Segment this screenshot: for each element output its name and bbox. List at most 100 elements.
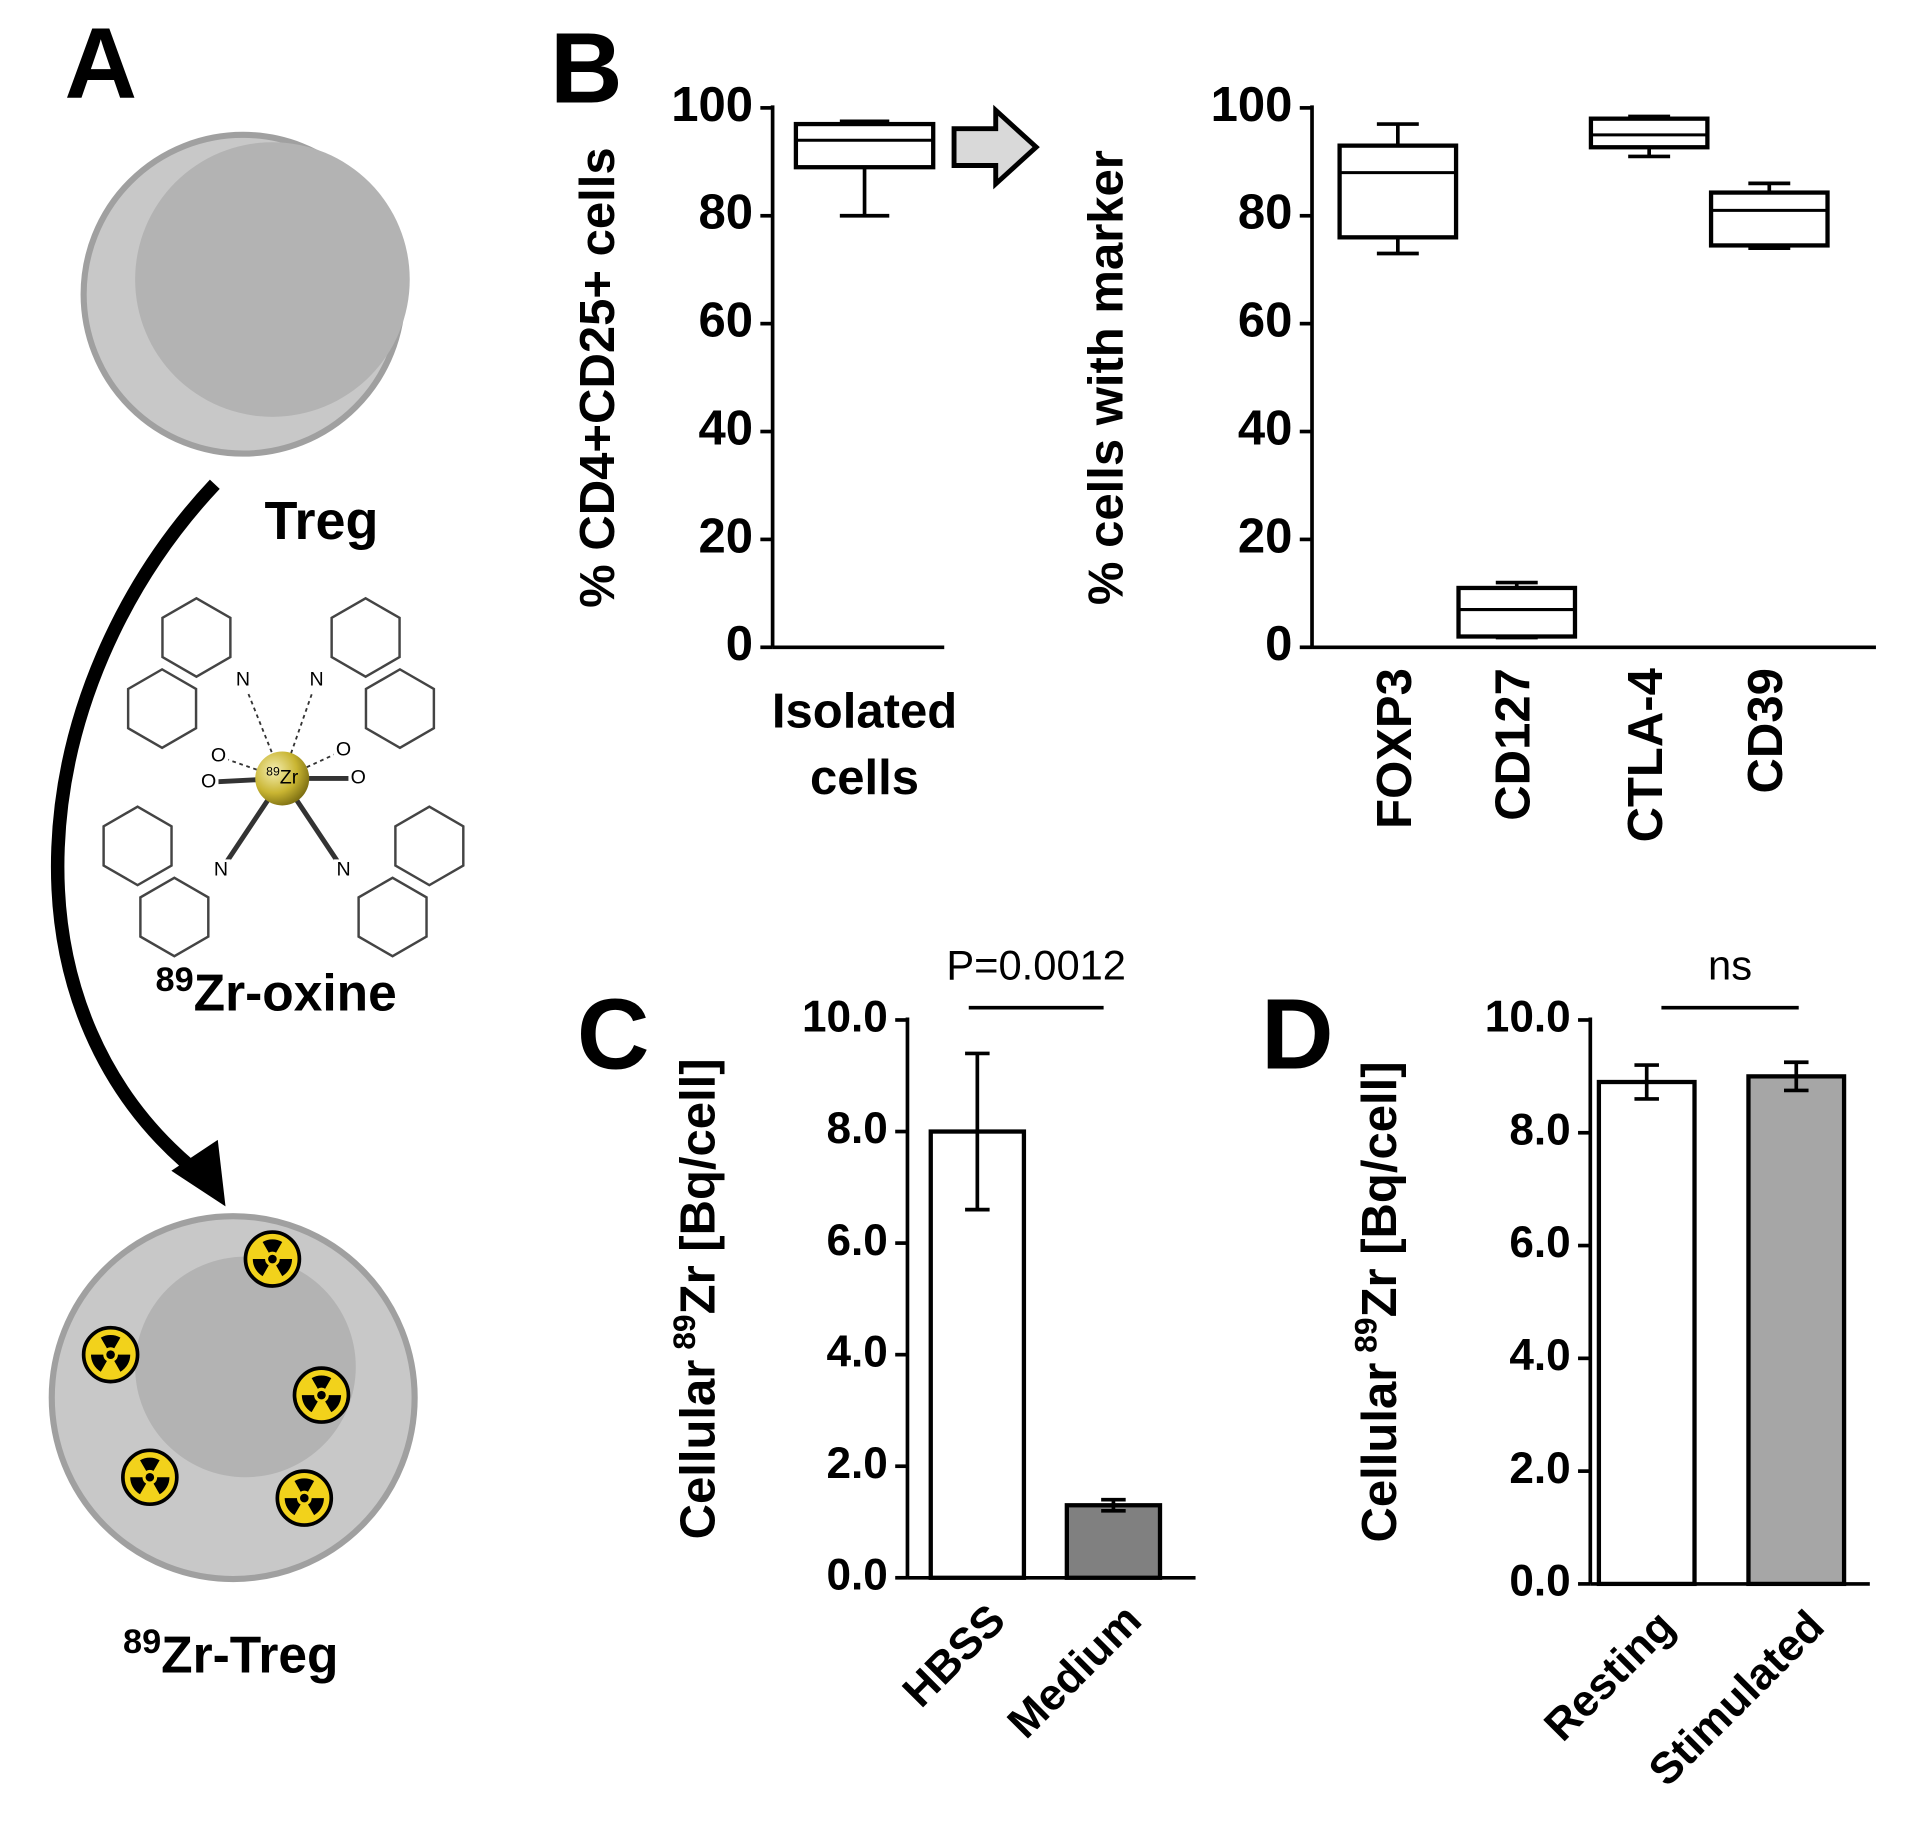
atom-label: N xyxy=(214,859,228,881)
icon-blade xyxy=(252,1259,269,1277)
bond xyxy=(242,680,284,779)
panel-letter: D xyxy=(1261,979,1334,1091)
superscript: 89 xyxy=(266,765,280,779)
superscript: 89 xyxy=(666,1314,702,1349)
ring xyxy=(357,876,428,958)
ring xyxy=(364,667,436,750)
atom-bg xyxy=(208,745,229,768)
process-arrow xyxy=(50,479,220,1189)
icon-blade xyxy=(100,1334,121,1349)
icon-blade xyxy=(130,1477,147,1495)
label-line: Isolated xyxy=(772,685,957,739)
icon-blade xyxy=(90,1354,107,1372)
y-tick-label: 0.0 xyxy=(1509,1557,1570,1606)
x-tick-label: Resting xyxy=(1535,1601,1684,1750)
ring xyxy=(126,667,198,750)
y-tick-label: 60 xyxy=(698,294,753,348)
panel-letter: C xyxy=(577,979,650,1091)
charts: B % CD4+CD25+ cells 0 20 40 60 80 100 Isolated ce… xyxy=(550,13,1876,1795)
y-tick-label: 10.0 xyxy=(802,993,888,1042)
icon-dot xyxy=(317,1390,326,1400)
y-tick-label: 100 xyxy=(671,78,753,132)
y-tick-label: 4.0 xyxy=(827,1327,888,1376)
atom-bg xyxy=(233,669,253,692)
y-tick-label: 40 xyxy=(1238,401,1293,455)
y-tick-label: 8.0 xyxy=(1509,1105,1570,1154)
icon-blade xyxy=(294,1478,315,1492)
radiation-icon xyxy=(292,1366,351,1424)
radiation-icon xyxy=(243,1230,302,1288)
icon-blade xyxy=(114,1354,131,1372)
icon-blade xyxy=(153,1477,170,1495)
icon-dot xyxy=(300,1493,309,1503)
chart-b: B % CD4+CD25+ cells 0 20 40 60 80 100 Isolated ce… xyxy=(550,13,957,805)
icon-blade xyxy=(262,1239,283,1253)
zr-atom xyxy=(255,751,310,806)
x-tick-label: Isolated cells xyxy=(772,685,957,805)
x-tick-label: FOXP3 xyxy=(1368,668,1422,829)
icon-dot xyxy=(106,1350,115,1359)
atom-bg xyxy=(333,859,354,882)
superscript: 89 xyxy=(155,961,193,999)
y-tick-label: 100 xyxy=(1211,78,1293,132)
y-tick-label: 10.0 xyxy=(1485,993,1571,1042)
superscript: 89 xyxy=(1348,1317,1384,1352)
y-label-text: Cellular xyxy=(1353,1363,1407,1543)
nucleus xyxy=(135,1256,356,1478)
x-tick-label: CD127 xyxy=(1487,668,1541,821)
radiation-icon xyxy=(275,1469,334,1527)
y-axis-label: Cellular 89Zr [Bq/cell] xyxy=(1348,1061,1407,1542)
arrow-head xyxy=(171,1139,226,1207)
box xyxy=(1708,190,1830,248)
cell-label: Treg xyxy=(265,491,379,551)
y-tick-label: 6.0 xyxy=(827,1216,888,1265)
icon-blade xyxy=(276,1259,293,1277)
x-tick-label: Medium xyxy=(998,1595,1151,1748)
y-label-text: Cellular xyxy=(671,1360,725,1540)
atom-label: O xyxy=(336,738,351,760)
atom-label: O xyxy=(201,770,216,792)
ring xyxy=(139,876,210,958)
atom-bg xyxy=(333,739,354,762)
bond xyxy=(281,680,318,779)
radiation-icon xyxy=(121,1448,179,1507)
result-label: 89Zr-Treg xyxy=(123,1623,338,1683)
y-tick-label: 6.0 xyxy=(1509,1218,1570,1267)
ring xyxy=(330,596,401,679)
y-tick-label: 2.0 xyxy=(1509,1444,1570,1493)
reagent-label: 89Zr-oxine xyxy=(155,961,396,1021)
icon-blade xyxy=(140,1457,160,1471)
y-tick-label: 80 xyxy=(1238,186,1293,240)
box xyxy=(793,121,936,170)
atom-label: O xyxy=(211,745,226,767)
zr-label: 89Zr xyxy=(266,765,299,789)
x-tick-label: CTLA-4 xyxy=(1619,668,1673,842)
atom-bg xyxy=(348,767,369,790)
y-tick-label: 0 xyxy=(1265,617,1292,671)
y-label-text: Zr [Bq/cell] xyxy=(1353,1061,1407,1317)
nucleus xyxy=(135,142,410,417)
label-text: Zr-Treg xyxy=(161,1625,338,1683)
icon-blade xyxy=(301,1395,318,1413)
y-tick-label: 40 xyxy=(698,401,753,455)
flow-arrow xyxy=(951,104,1040,190)
y-tick-label: 60 xyxy=(1238,294,1293,348)
ring xyxy=(161,596,232,679)
y-tick-label: 0 xyxy=(726,617,753,671)
atom-bg xyxy=(306,669,327,692)
y-tick-label: 20 xyxy=(1238,509,1293,563)
y-tick-label: 4.0 xyxy=(1509,1331,1570,1380)
icon-blade xyxy=(284,1498,301,1516)
icon-blade xyxy=(325,1395,342,1413)
atom-label: N xyxy=(236,669,250,691)
chart-d: D Cellular 89Zr [Bq/cell] 0.0 2.0 4.0 6.0 8.0 10… xyxy=(1261,942,1870,1795)
panel-letter: B xyxy=(550,13,623,125)
chart-c: C Cellular 89Zr [Bq/cell] 0.0 2.0 4.0 6.0 8.0 10… xyxy=(577,942,1196,1748)
atom-symbol: Zr xyxy=(280,767,299,789)
atom-label: N xyxy=(309,669,323,691)
atom-label: O xyxy=(351,767,366,789)
y-tick-label: 8.0 xyxy=(827,1104,888,1153)
